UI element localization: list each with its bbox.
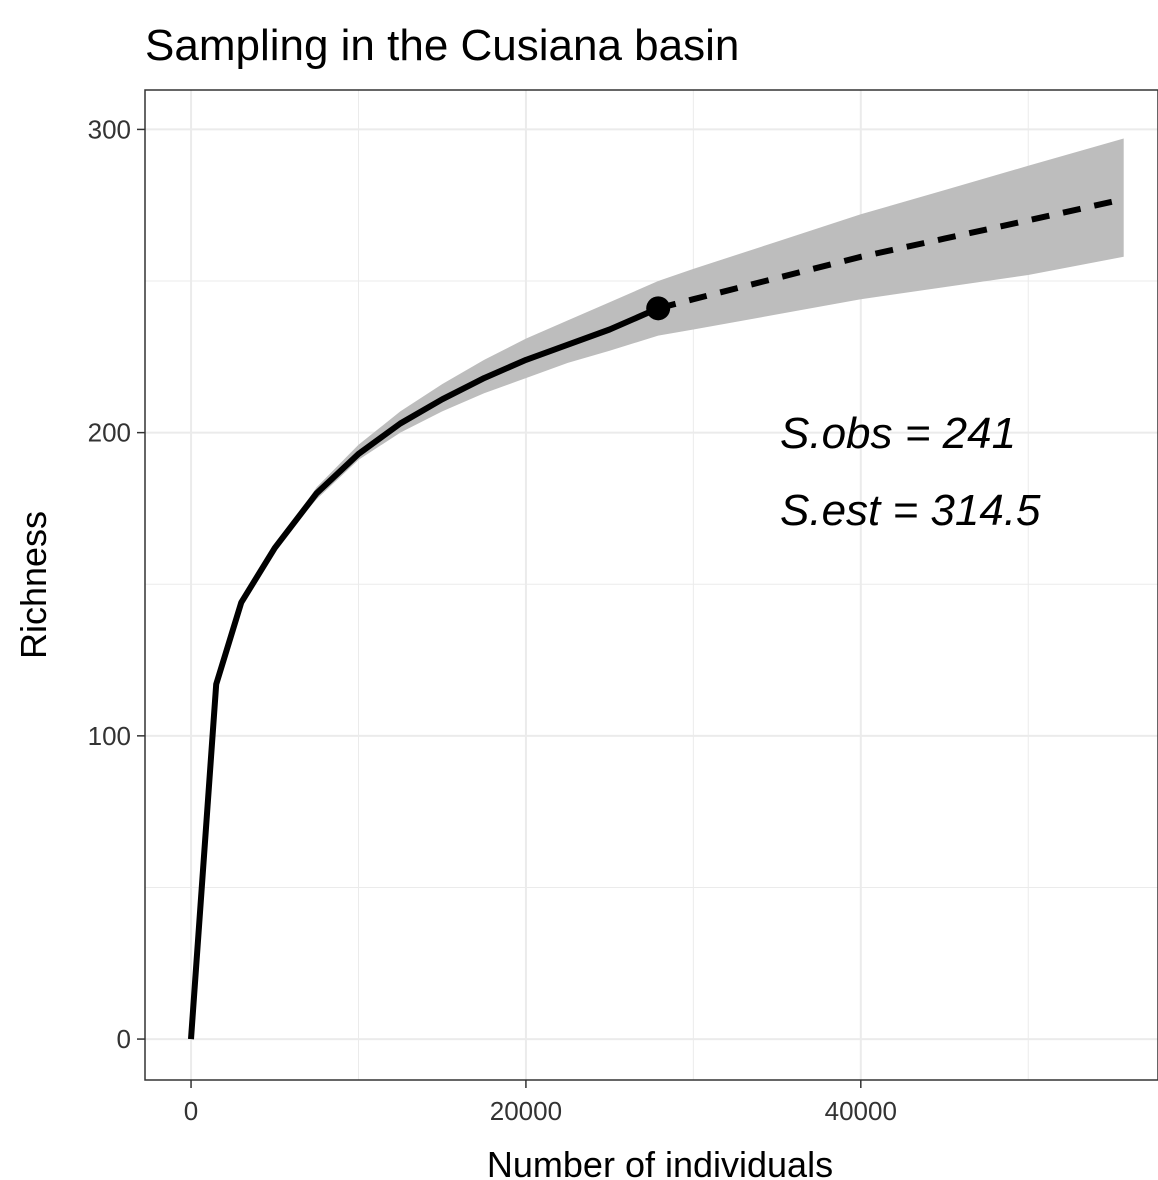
observed-point-layer [646,296,671,321]
annotation-sobs: S.obs = 241 [780,409,1016,458]
annotation-sest: S.est = 314.5 [780,486,1041,535]
x-tick-label: 20000 [490,1096,562,1126]
grid [145,90,1158,1080]
y-tick-label: 0 [117,1024,131,1054]
plot-panel-border [144,89,1158,1081]
x-tick-label: 0 [184,1096,198,1126]
confidence-band-layer [274,138,1124,548]
x-axis-ticks: 0 20000 40000 [184,1080,897,1126]
chart-title: Sampling in the Cusiana basin [145,21,739,70]
y-axis-ticks: 0 100 200 300 [88,114,145,1054]
confidence-band [274,138,1124,548]
extrapolated-line [657,196,1125,312]
y-axis-title: Richness [13,511,54,659]
x-tick-label: 40000 [825,1096,897,1126]
series-layer [188,196,1125,1040]
rarefaction-line [188,305,660,1040]
y-tick-label: 200 [88,418,131,448]
x-axis-title: Number of individuals [487,1144,833,1180]
observed-point [646,296,671,321]
y-tick-label: 100 [88,721,131,751]
y-tick-label: 300 [88,114,131,144]
